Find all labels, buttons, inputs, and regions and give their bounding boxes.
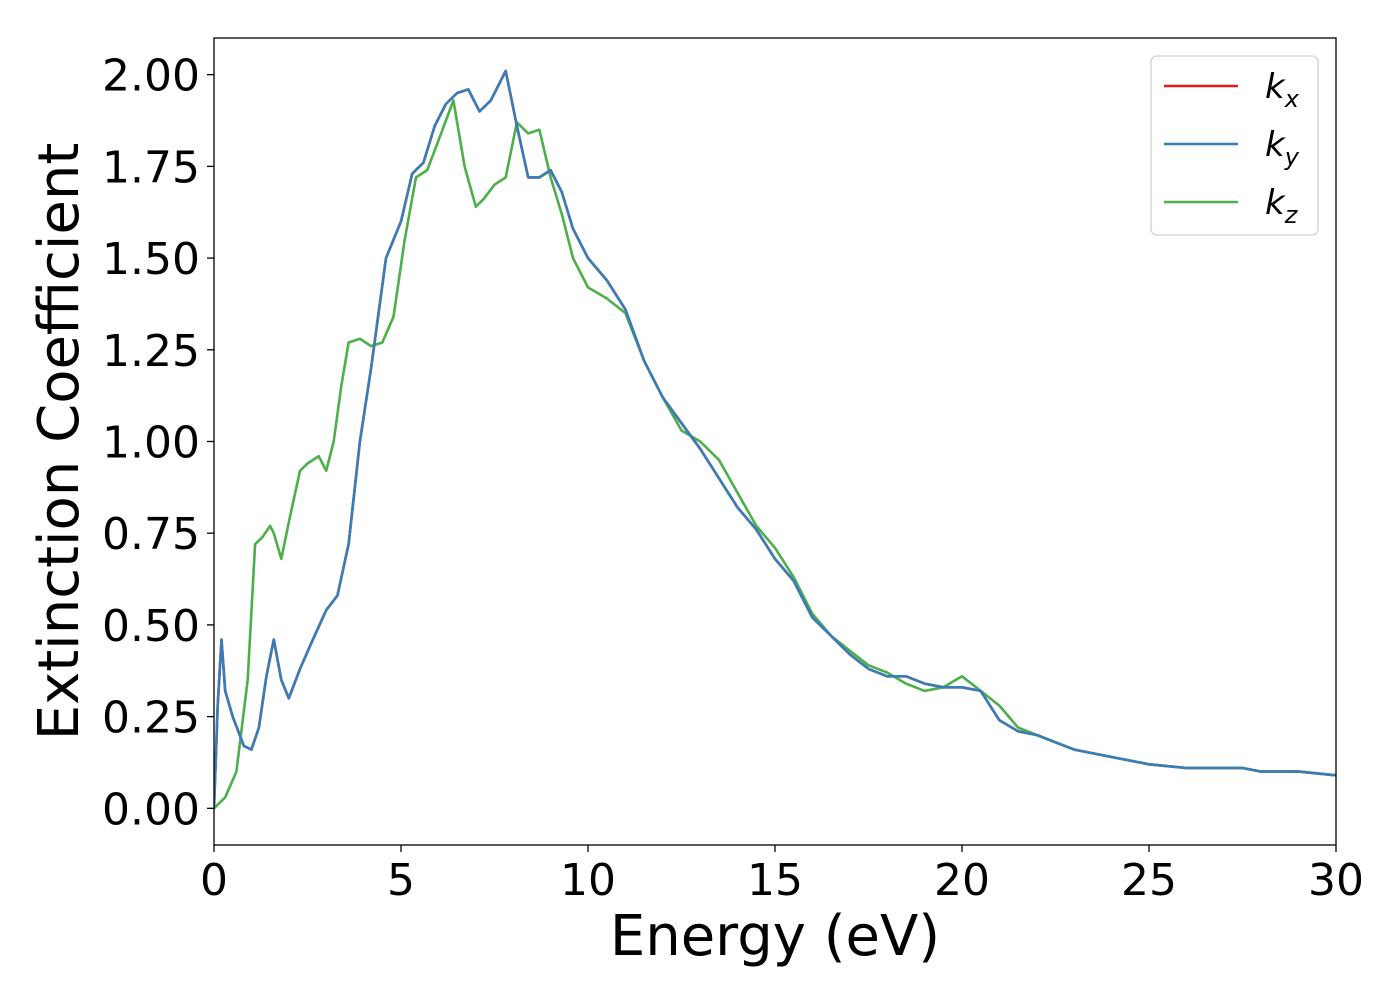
y-tick-label: 1.00 xyxy=(102,418,200,469)
y-tick-label: 0.00 xyxy=(102,784,200,835)
x-tick-label: 30 xyxy=(1308,855,1364,906)
y-axis: 0.00 0.25 0.50 0.75 1.00 1.25 1.50 1.75 2.00 xyxy=(102,51,214,835)
legend-label-kx: kx xyxy=(1265,67,1300,113)
legend: kx ky kz xyxy=(1150,55,1319,236)
x-tick-label: 10 xyxy=(560,855,616,906)
x-tick-label: 15 xyxy=(747,855,803,906)
x-axis-title: Energy (eV) xyxy=(610,904,940,969)
series-line-kz xyxy=(214,99,1336,810)
x-axis: 0 5 10 15 20 25 30 xyxy=(200,845,1364,906)
x-tick-label: 25 xyxy=(1121,855,1177,906)
series-line-ky xyxy=(214,69,1336,810)
x-tick-label: 0 xyxy=(200,855,228,906)
y-tick-label: 0.50 xyxy=(102,601,200,652)
legend-label-kz: kz xyxy=(1265,183,1299,229)
y-tick-label: 1.50 xyxy=(102,234,200,285)
series-layer xyxy=(214,69,1336,810)
x-tick-label: 20 xyxy=(934,855,990,906)
y-tick-label: 2.00 xyxy=(102,51,200,102)
legend-label-ky: ky xyxy=(1265,125,1300,171)
y-axis-title: Extinction Coefficient xyxy=(27,143,92,741)
y-tick-label: 0.75 xyxy=(102,509,200,560)
legend-box xyxy=(1150,55,1319,236)
y-tick-label: 1.25 xyxy=(102,326,200,377)
x-tick-label: 5 xyxy=(387,855,415,906)
y-tick-label: 1.75 xyxy=(102,142,200,193)
y-tick-label: 0.25 xyxy=(102,693,200,744)
